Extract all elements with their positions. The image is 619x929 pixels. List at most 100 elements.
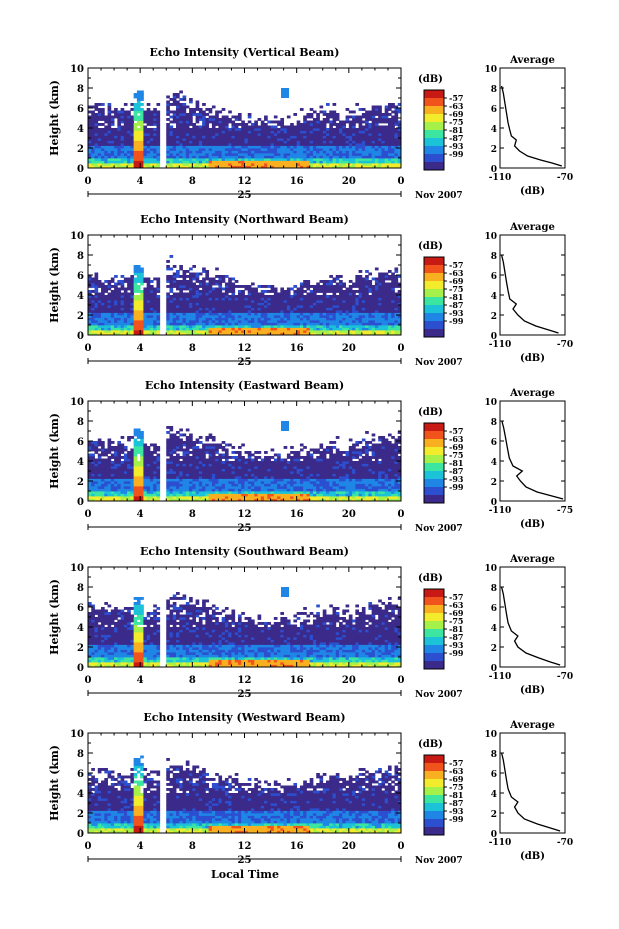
heatmap-cell — [182, 110, 187, 114]
heatmap-cell — [260, 140, 265, 144]
heatmap-cell — [381, 305, 386, 308]
heatmap-cell — [91, 165, 95, 169]
heatmap-cell — [394, 297, 399, 301]
heatmap-cell — [352, 125, 356, 129]
heatmap-cell — [335, 312, 340, 316]
panel-title: Echo Intensity (Eastward Beam) — [145, 379, 344, 392]
heatmap-cell — [368, 282, 373, 286]
heatmap-cell — [277, 130, 281, 134]
heatmap-cell — [133, 446, 138, 449]
heatmap-cell — [123, 280, 128, 283]
heatmap-cell — [241, 297, 245, 301]
heatmap-cell — [332, 165, 337, 169]
heatmap-cell — [166, 463, 170, 467]
heatmap-cell — [153, 468, 157, 472]
heatmap-cell — [244, 312, 249, 316]
heatmap-cell — [273, 138, 278, 141]
heatmap-cell — [94, 105, 99, 109]
heatmap-cell — [286, 133, 291, 136]
heatmap-cell — [335, 330, 340, 333]
heatmap-cell — [303, 165, 307, 169]
heatmap-cell — [176, 315, 180, 318]
heatmap-cell — [107, 312, 112, 316]
heatmap-cell — [218, 138, 223, 141]
heatmap-cell — [264, 115, 268, 119]
heatmap-cell — [172, 448, 177, 452]
heatmap-cell — [117, 165, 122, 169]
heatmap-cell — [215, 282, 219, 286]
heatmap-cell — [251, 158, 255, 161]
heatmap-cell — [381, 153, 386, 156]
heatmap-cell — [120, 325, 125, 328]
heatmap-cell — [114, 295, 118, 298]
heatmap-cell — [91, 290, 95, 293]
heatmap-cell — [319, 320, 324, 323]
heatmap-cell — [312, 138, 317, 141]
heatmap-cell — [299, 158, 304, 161]
heatmap-cell — [195, 292, 200, 296]
heatmap-cell — [198, 135, 203, 139]
heatmap-cell — [88, 310, 92, 313]
heatmap-cell — [149, 498, 154, 502]
heatmap-cell — [97, 123, 102, 126]
heatmap-cell — [166, 125, 170, 129]
heatmap-cell — [381, 282, 386, 286]
heatmap-cell — [104, 295, 108, 298]
heatmap-cell — [283, 133, 288, 136]
heatmap-cell — [176, 473, 180, 477]
heatmap-cell — [136, 491, 141, 494]
heatmap-cell — [185, 120, 190, 124]
heatmap-cell — [176, 310, 180, 313]
heatmap-cell — [329, 133, 333, 136]
heatmap-cell — [335, 285, 340, 288]
heatmap-cell — [104, 310, 108, 313]
heatmap-cell — [123, 148, 128, 151]
heatmap-cell — [130, 115, 135, 119]
heatmap-cell — [189, 148, 193, 151]
heatmap-cell — [378, 135, 382, 139]
heatmap-cell — [153, 315, 157, 318]
heatmap-cell — [355, 120, 360, 124]
heatmap-cell — [231, 163, 236, 166]
heatmap-cell — [358, 302, 363, 306]
heatmap-cell — [371, 320, 376, 323]
heatmap-cell — [133, 150, 138, 154]
heatmap-cell — [88, 110, 92, 114]
heatmap-cell — [260, 315, 265, 318]
heatmap-cell — [97, 493, 102, 497]
heatmap-cell — [133, 476, 138, 479]
heatmap-cell — [296, 310, 301, 313]
heatmap-cell — [123, 493, 128, 497]
heatmap-cell — [91, 155, 95, 159]
heatmap-cell — [104, 307, 108, 311]
heatmap-cell — [348, 140, 353, 144]
heatmap-cell — [280, 305, 285, 308]
heatmap-cell — [172, 493, 177, 497]
heatmap-cell — [218, 327, 223, 331]
heatmap-cell — [156, 287, 161, 291]
heatmap-cell — [231, 140, 236, 144]
heatmap-cell — [368, 115, 373, 119]
heatmap-cell — [218, 160, 223, 164]
heatmap-cell — [114, 476, 118, 479]
heatmap-cell — [153, 155, 157, 159]
heatmap-cell — [361, 133, 366, 136]
heatmap-cell — [358, 108, 363, 111]
heatmap-cell — [172, 436, 177, 439]
heatmap-cell — [172, 322, 177, 326]
heatmap-cell — [136, 488, 141, 492]
heatmap-cell — [299, 325, 304, 328]
heatmap-cell — [348, 332, 353, 336]
x-tick-label: 0 — [398, 176, 405, 187]
heatmap-cell — [133, 108, 138, 111]
heatmap-cell — [179, 292, 183, 296]
heatmap-cell — [169, 103, 174, 106]
heatmap-cell — [394, 150, 399, 154]
heatmap-cell — [153, 158, 157, 161]
heatmap-cell — [387, 158, 392, 161]
heatmap-cell — [123, 292, 128, 296]
heatmap-cell — [97, 322, 102, 326]
heatmap-cell — [88, 285, 92, 288]
heatmap-cell — [88, 498, 92, 502]
heatmap-cell — [185, 118, 190, 121]
